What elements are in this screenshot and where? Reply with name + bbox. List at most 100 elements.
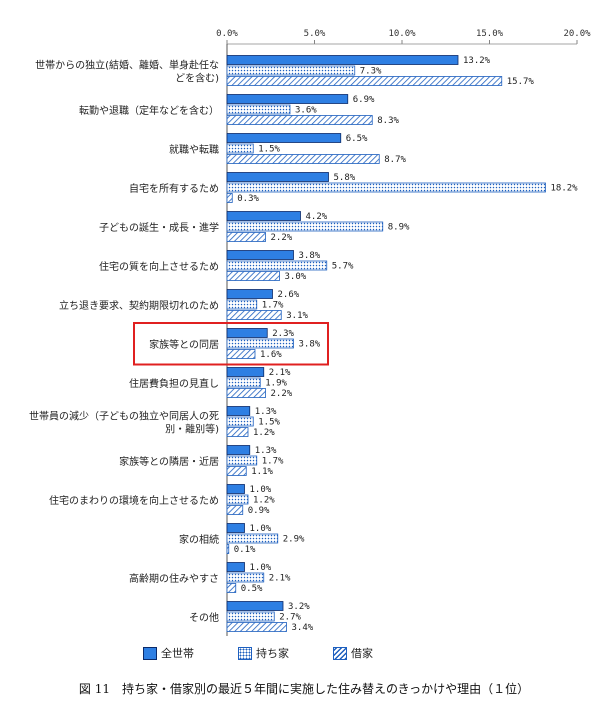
data-label: 8.7% — [384, 155, 406, 165]
bar — [226, 523, 245, 533]
category-label: 自宅を所有するため — [129, 182, 219, 195]
legend-item-rented-house: 借家 — [333, 645, 373, 661]
data-label: 1.9% — [265, 379, 287, 389]
bar — [226, 182, 546, 193]
data-label: 7.3% — [360, 67, 382, 77]
data-label: 18.2% — [551, 184, 579, 194]
bar — [226, 377, 261, 388]
data-label: 2.3% — [272, 329, 294, 339]
bar — [226, 94, 349, 104]
bar-chart: 0.0% 5.0% 10.0% 15.0% 20.0% 世帯からの独立(結婚、離婚、単身赴… — [29, 29, 591, 636]
bar — [226, 338, 294, 349]
bar — [226, 154, 380, 164]
bar — [226, 455, 258, 466]
category-label: 家族等との隣居・近居 — [119, 455, 219, 468]
data-label: 2.1% — [269, 574, 291, 584]
data-label: 1.0% — [250, 485, 272, 495]
bar — [226, 104, 291, 115]
bar — [226, 622, 287, 632]
legend-label: 全世帯 — [161, 647, 194, 660]
data-label: 6.9% — [353, 95, 375, 105]
category-label: 就職や転職 — [169, 143, 219, 156]
legend-swatch-dots — [238, 646, 252, 660]
x-tick-label: 0.0% — [216, 29, 238, 39]
data-label: 1.3% — [255, 407, 277, 417]
bar — [226, 601, 284, 611]
legend: 全世帯 持ち家 借家 — [143, 645, 373, 661]
bar — [226, 115, 373, 125]
data-label: 4.2% — [306, 212, 328, 222]
bar — [226, 221, 384, 232]
data-label: 1.2% — [253, 496, 275, 506]
bar — [226, 193, 233, 203]
data-label: 1.5% — [258, 145, 280, 155]
bar — [226, 367, 265, 377]
category-label: 住宅のまわりの環境を向上させるため — [49, 494, 219, 507]
data-label: 6.5% — [346, 134, 368, 144]
bar — [226, 349, 256, 359]
x-tick-label: 20.0% — [563, 29, 591, 39]
bar — [226, 133, 342, 143]
data-label: 1.0% — [250, 524, 272, 534]
bar — [226, 232, 266, 242]
data-label: 1.0% — [250, 563, 272, 573]
data-label: 1.1% — [251, 467, 273, 477]
data-label: 1.7% — [262, 301, 284, 311]
legend-label: 借家 — [351, 647, 373, 660]
category-label: 住居費負担の見直し — [129, 377, 219, 390]
data-label: 1.6% — [260, 350, 282, 360]
legend-item-owned-house: 持ち家 — [238, 645, 289, 661]
bar — [226, 55, 459, 65]
bar — [226, 416, 254, 427]
bar — [226, 583, 237, 593]
data-label: 3.6% — [295, 106, 317, 116]
bar — [226, 505, 244, 515]
category-label: 世帯からの独立(結婚、離婚、単身赴任な — [35, 58, 219, 71]
bar — [226, 65, 356, 76]
category-label: 立ち退き要求、契約期限切れのため — [59, 299, 219, 312]
x-tick-label: 5.0% — [304, 29, 326, 39]
data-label: 1.5% — [258, 418, 280, 428]
category-label: 世帯員の減少（子どもの独立や同居人の死 — [29, 409, 219, 422]
category-label: 高齢期の住みやすさ — [129, 572, 219, 585]
data-label: 8.9% — [388, 223, 410, 233]
data-label: 2.2% — [271, 389, 293, 399]
data-label: 3.8% — [299, 251, 321, 261]
category-label: 別・離別等) — [165, 422, 219, 435]
data-label: 0.1% — [234, 545, 256, 555]
bar — [226, 328, 268, 338]
x-tick-label: 15.0% — [476, 29, 504, 39]
bar — [226, 299, 258, 310]
category-label: 住宅の質を向上させるため — [99, 260, 219, 273]
data-label: 2.6% — [278, 290, 300, 300]
data-label: 2.1% — [269, 368, 291, 378]
data-label: 15.7% — [507, 77, 535, 87]
bar — [226, 76, 503, 86]
bar — [226, 211, 301, 221]
data-label: 1.3% — [255, 446, 277, 456]
bar — [226, 611, 275, 622]
category-label: その他 — [189, 611, 219, 624]
bar — [226, 494, 249, 505]
data-label: 2.9% — [283, 535, 305, 545]
data-label: 0.9% — [248, 506, 270, 516]
category-label: 転勤や退職（定年などを含む） — [79, 104, 219, 117]
highlight-box — [133, 322, 329, 366]
legend-label: 持ち家 — [256, 647, 289, 660]
bar — [226, 445, 251, 455]
category-label: 家の相続 — [179, 533, 219, 546]
legend-swatch-diagonal — [333, 646, 347, 660]
data-label: 3.2% — [288, 602, 310, 612]
bar — [226, 260, 328, 271]
bar — [226, 406, 251, 416]
data-label: 0.3% — [237, 194, 259, 204]
bar — [226, 562, 245, 572]
category-label: 家族等との同居 — [149, 338, 219, 351]
data-label: 5.7% — [332, 262, 354, 272]
data-label: 2.7% — [279, 613, 301, 623]
data-label: 3.0% — [285, 272, 307, 282]
x-tick-label: 10.0% — [388, 29, 416, 39]
data-label: 1.2% — [253, 428, 275, 438]
data-label: 5.8% — [334, 173, 356, 183]
data-label: 1.7% — [262, 457, 284, 467]
